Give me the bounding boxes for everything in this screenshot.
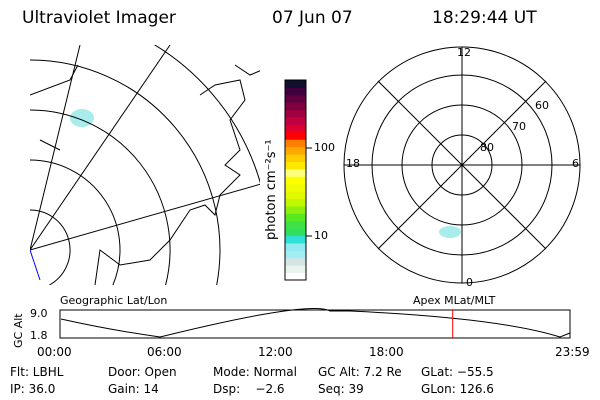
colorbar-label: photon cm⁻²s⁻¹ xyxy=(264,139,279,240)
glat-status: GLat: −55.5 xyxy=(421,365,494,379)
filter-status: Flt: LBHL xyxy=(10,365,64,379)
altitude-ytick: 1.8 xyxy=(30,329,48,342)
colorbar-segment xyxy=(285,250,306,259)
colorbar-segment xyxy=(285,242,306,251)
colorbar-segment xyxy=(285,80,306,88)
colorbar-segment xyxy=(285,139,306,148)
colorbar-segment xyxy=(285,146,306,155)
aurora-spot xyxy=(439,226,461,238)
latitude-arc xyxy=(30,59,221,285)
colorbar-segment xyxy=(285,124,306,133)
altitude-plot xyxy=(59,307,571,339)
colorbar-tick: 100 xyxy=(314,141,335,154)
polar-label-bottom: 0 xyxy=(466,276,473,289)
latitude-arc xyxy=(30,159,121,285)
latitude-arc xyxy=(30,209,71,285)
colorbar-segment xyxy=(285,102,306,111)
altitude-xtick: 12:00 xyxy=(258,345,293,359)
altitude-ylabel: GC Alt xyxy=(12,313,25,348)
mode-status: Mode: Normal xyxy=(213,365,297,379)
altitude-xtick: 18:00 xyxy=(369,345,404,359)
colorbar-segment xyxy=(285,154,306,162)
latitude-arc xyxy=(30,109,171,285)
colorbar-segment xyxy=(285,220,306,229)
colorbar-segment xyxy=(285,176,306,185)
colorbar-segment xyxy=(285,87,306,96)
geographic-map xyxy=(30,45,260,285)
altitude-ytick: 9.0 xyxy=(30,307,48,320)
time: 18:29:44 UT xyxy=(432,8,537,28)
ring-label-60: 60 xyxy=(535,99,549,112)
altitude-xtick: 06:00 xyxy=(147,345,182,359)
colorbar-segment xyxy=(285,257,306,266)
colorbar-segment xyxy=(285,94,306,103)
altitude-xtick: 23:59 xyxy=(555,345,590,359)
date: 07 Jun 07 xyxy=(272,8,353,28)
colorbar-segment xyxy=(285,131,306,140)
colorbar-tick: 10 xyxy=(314,229,328,242)
polar-label-left: 18 xyxy=(346,157,360,170)
colorbar-segment xyxy=(285,161,306,170)
ring-label-70: 70 xyxy=(512,120,526,133)
polar-plot xyxy=(343,46,581,284)
dsp-status: Dsp: −2.6 xyxy=(213,382,285,396)
colorbar-segment xyxy=(285,235,306,244)
aurora-spot xyxy=(70,109,94,127)
colorbar-segment xyxy=(285,272,306,281)
gain-status: Gain: 14 xyxy=(108,382,159,396)
colorbar-segment xyxy=(285,265,306,274)
map-right-label: Apex MLat/MLT xyxy=(413,294,496,307)
polar-label-top: 12 xyxy=(457,46,471,59)
instrument-title: Ultraviolet Imager xyxy=(22,8,176,28)
colorbar-segment xyxy=(285,205,306,214)
colorbar-segment xyxy=(285,213,306,222)
ip-status: IP: 36.0 xyxy=(10,382,56,396)
latitude-arc xyxy=(153,45,260,184)
colorbar-segment xyxy=(285,168,306,177)
colorbar xyxy=(285,80,306,281)
ring-label-80: 80 xyxy=(480,141,494,154)
colorbar-segment xyxy=(285,117,306,125)
colorbar-segment xyxy=(285,198,306,207)
colorbar-segment xyxy=(285,109,306,118)
altitude-xtick: 00:00 xyxy=(37,345,72,359)
gc-alt-status: GC Alt: 7.2 Re xyxy=(318,365,402,379)
door-status: Door: Open xyxy=(108,365,177,379)
glon-status: GLon: 126.6 xyxy=(421,382,494,396)
seq-status: Seq: 39 xyxy=(318,382,364,396)
colorbar-segment xyxy=(285,228,306,237)
polar-label-right: 6 xyxy=(572,157,579,170)
colorbar-segment xyxy=(285,183,306,192)
map-left-label: Geographic Lat/Lon xyxy=(60,294,168,307)
colorbar-segment xyxy=(285,191,306,200)
